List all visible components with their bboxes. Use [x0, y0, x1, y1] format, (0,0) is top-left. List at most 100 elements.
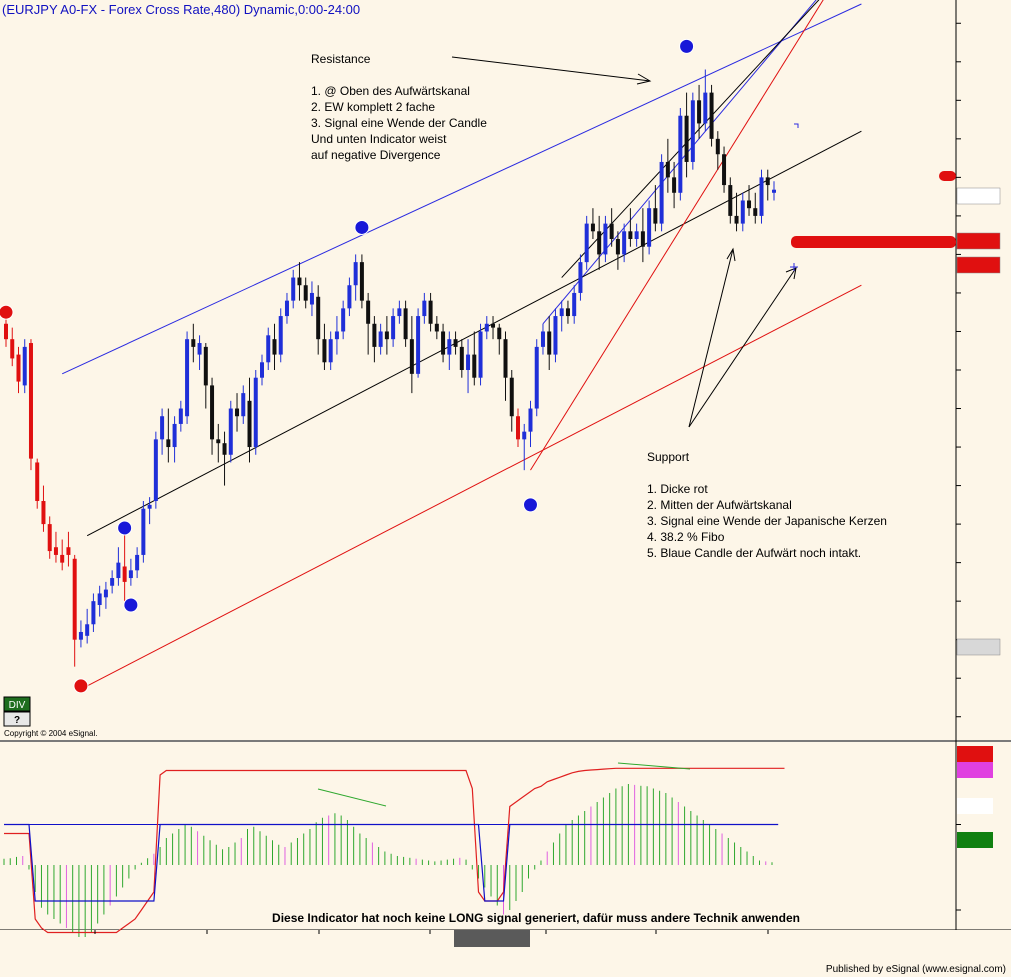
candle-body — [178, 408, 183, 424]
candle-body — [622, 231, 627, 255]
candle-body — [416, 316, 421, 374]
candle-body — [141, 508, 146, 555]
candle-body — [47, 524, 52, 552]
indicator-value-tag — [957, 832, 993, 848]
indicator-value-tag — [957, 798, 993, 814]
candle-body — [534, 346, 539, 409]
candle-body — [16, 354, 21, 382]
candle-body — [22, 346, 27, 386]
candle-body — [422, 300, 427, 317]
candle-body — [703, 92, 708, 124]
indicator-note: Diese Indicator hat noch keine LONG sign… — [272, 911, 800, 925]
candle-body — [584, 223, 589, 263]
blue-target-marks — [790, 123, 799, 271]
candle-body — [185, 339, 190, 417]
candle-body — [347, 285, 352, 309]
candle-body — [266, 335, 271, 363]
resistance-line: 2. EW komplett 2 fache — [311, 100, 435, 114]
candle-body — [235, 408, 240, 417]
indicator-value-tag — [957, 762, 993, 778]
candle-body — [122, 566, 127, 582]
div-button[interactable]: DIV — [3, 696, 31, 712]
candle-body — [665, 161, 670, 178]
candle-body — [291, 277, 296, 301]
candle-body — [528, 408, 533, 432]
candle-body — [578, 262, 583, 293]
support-line: 5. Blaue Candle der Aufwärt noch intakt. — [647, 546, 861, 560]
wave-label-circle — [679, 38, 695, 54]
candle-body — [497, 327, 502, 340]
candle-body — [191, 339, 196, 347]
candle-body — [740, 200, 745, 224]
candle-body — [491, 323, 496, 328]
candle-body — [640, 231, 645, 247]
indicator-upper-band — [4, 767, 785, 934]
candle-body — [35, 462, 40, 501]
support-annotation: Support 1. Dicke rot 2. Mitten der Aufwä… — [647, 450, 887, 560]
candle-body — [297, 277, 302, 286]
wave-label-circle — [123, 597, 139, 613]
candle-body — [78, 631, 83, 640]
candle-body — [203, 346, 208, 386]
help-button-label: ? — [14, 715, 20, 726]
candle-body — [484, 323, 489, 332]
candle-body — [222, 443, 227, 455]
candle-body — [359, 262, 364, 301]
divergence-line — [617, 762, 691, 770]
candle-body — [753, 208, 758, 216]
candle-body — [615, 239, 620, 255]
price-pane — [0, 0, 956, 740]
candle-body — [384, 331, 389, 340]
candle-body — [697, 100, 702, 124]
indicator-plot — [3, 746, 993, 937]
candle-body — [210, 385, 215, 440]
candle-body — [135, 554, 140, 571]
crosshair-date-box — [454, 930, 530, 947]
candle-body — [10, 339, 15, 359]
candle-body — [260, 362, 264, 378]
candle-body — [509, 377, 514, 417]
indicator-value-tag — [957, 746, 993, 762]
candle-body — [466, 354, 471, 370]
candle-body — [403, 308, 408, 340]
channel-line-blue — [542, 0, 817, 325]
candle-body — [628, 231, 633, 240]
candle-body — [647, 208, 652, 247]
candle-body — [172, 423, 177, 448]
candle-body — [334, 331, 339, 340]
indicator-lower-level — [4, 823, 779, 902]
candle-body — [590, 223, 595, 232]
candle-body — [322, 339, 327, 363]
resistance-line: auf negative Divergence — [311, 148, 441, 162]
candle-body — [391, 316, 396, 340]
candle-body — [516, 416, 520, 440]
candle-body — [759, 177, 764, 216]
wave-label-circle — [0, 304, 14, 320]
support-line: 4. 38.2 % Fibo — [647, 530, 725, 544]
div-button-label: DIV — [9, 700, 26, 711]
candle-body — [715, 138, 720, 155]
channel-lines — [61, 0, 862, 687]
candle-body — [353, 262, 358, 286]
candle-body — [228, 408, 233, 455]
price-tag-box — [956, 187, 1001, 205]
candle-body — [160, 416, 165, 440]
candle-body — [309, 292, 314, 305]
candle-body — [522, 431, 527, 440]
candle-body — [653, 208, 658, 224]
candle-body — [216, 439, 221, 444]
candle-body — [503, 339, 508, 378]
candle-body — [110, 578, 115, 586]
help-button[interactable]: ? — [3, 711, 31, 727]
candle-body — [478, 331, 483, 378]
candle-body — [341, 308, 346, 332]
red-support-bar — [791, 236, 956, 248]
divergence-line — [317, 788, 387, 807]
candle-body — [553, 316, 558, 355]
resistance-title: Resistance — [311, 52, 371, 66]
candle-body — [4, 323, 8, 340]
candle-body — [272, 339, 277, 355]
support-line: 3. Signal eine Wende der Japanische Kerz… — [647, 514, 887, 528]
candle-body — [284, 300, 289, 317]
candle-body — [397, 308, 402, 317]
